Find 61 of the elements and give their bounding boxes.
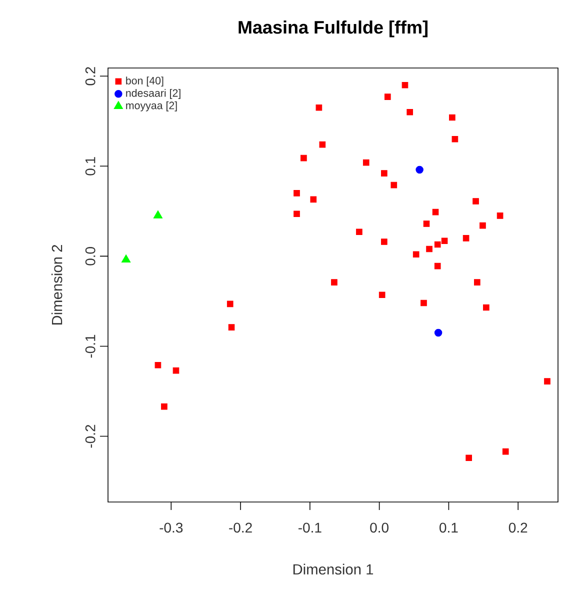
point bbox=[434, 262, 441, 270]
point bbox=[378, 292, 386, 298]
y-tick-label: -0.1 bbox=[85, 334, 96, 358]
point bbox=[154, 362, 162, 368]
point bbox=[426, 246, 432, 252]
point bbox=[331, 279, 338, 286]
y-tick-label: 0.0 bbox=[85, 247, 96, 266]
point bbox=[474, 279, 480, 286]
point bbox=[466, 454, 472, 462]
x-tick-label: 0.2 bbox=[508, 522, 528, 533]
point bbox=[362, 159, 370, 166]
point bbox=[161, 403, 168, 410]
legend-label: moyyaa [2] bbox=[126, 101, 177, 112]
point bbox=[483, 304, 490, 311]
point bbox=[384, 94, 391, 100]
point bbox=[294, 210, 300, 218]
y-tick-label: 0.1 bbox=[85, 157, 96, 176]
point bbox=[496, 212, 504, 219]
point bbox=[434, 328, 442, 337]
point bbox=[462, 235, 470, 242]
point bbox=[319, 141, 326, 148]
point bbox=[502, 448, 509, 455]
y-tick-label: 0.2 bbox=[85, 67, 96, 86]
point bbox=[381, 170, 388, 177]
point bbox=[432, 208, 439, 216]
point bbox=[356, 228, 362, 236]
chart-title: Maasina Fulfulde [ffm] bbox=[238, 20, 428, 38]
point bbox=[416, 166, 424, 174]
point bbox=[300, 154, 307, 162]
x-tick-label: 0.0 bbox=[370, 522, 388, 533]
x-tick-label: -0.1 bbox=[298, 522, 322, 533]
point bbox=[402, 82, 408, 88]
point bbox=[316, 104, 322, 111]
point bbox=[390, 182, 398, 188]
legend-label: ndesaari [2] bbox=[126, 88, 180, 99]
legend-label: bon [40] bbox=[126, 76, 164, 87]
point bbox=[441, 238, 448, 244]
point bbox=[172, 367, 180, 374]
point bbox=[228, 324, 235, 330]
point bbox=[452, 136, 458, 142]
point bbox=[381, 238, 388, 245]
point bbox=[153, 210, 163, 218]
point bbox=[544, 378, 550, 385]
point bbox=[423, 220, 430, 227]
y-tick-label: -0.2 bbox=[85, 424, 96, 448]
point bbox=[472, 198, 479, 204]
y-axis-title: Dimension 2 bbox=[51, 245, 62, 325]
point bbox=[449, 114, 456, 121]
point bbox=[420, 300, 427, 306]
point bbox=[406, 108, 414, 116]
point bbox=[310, 196, 317, 203]
x-axis-title: Dimension 1 bbox=[293, 564, 374, 575]
point bbox=[226, 300, 234, 308]
point bbox=[121, 254, 131, 263]
point bbox=[294, 190, 300, 196]
point bbox=[434, 241, 441, 248]
x-tick-label: -0.3 bbox=[160, 522, 183, 533]
point bbox=[412, 251, 420, 258]
x-tick-label: -0.2 bbox=[229, 522, 252, 533]
x-tick-label: 0.1 bbox=[440, 522, 458, 533]
point bbox=[480, 222, 486, 229]
